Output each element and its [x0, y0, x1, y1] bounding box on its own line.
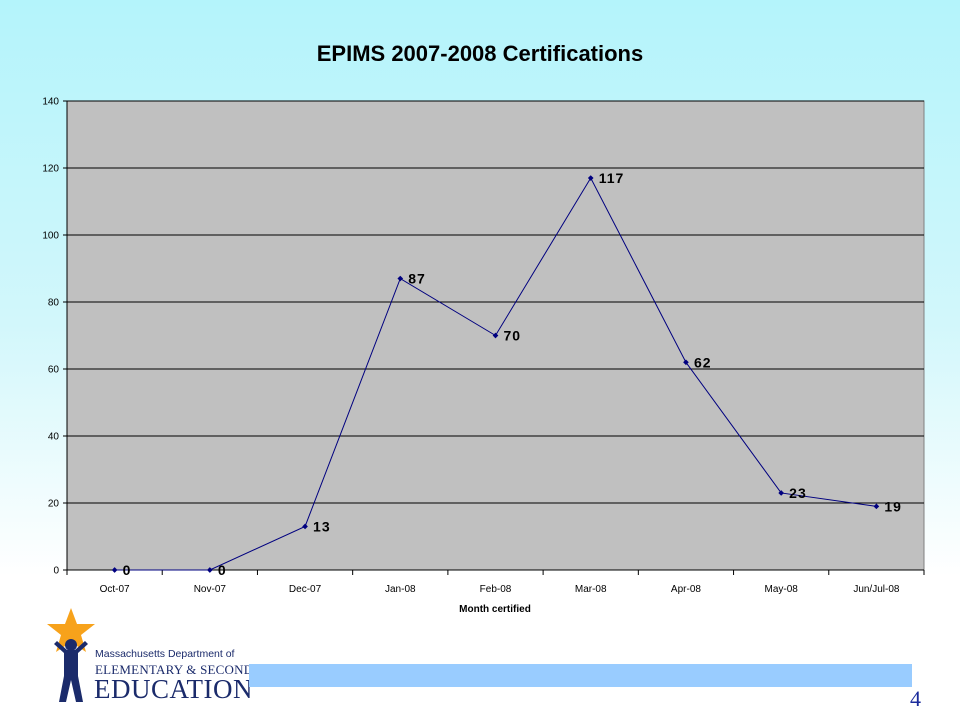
x-tick-label: Jan-08	[385, 584, 416, 595]
y-tick-label: 140	[42, 97, 59, 108]
logo-text-line2: ELEMENTARY & SECONDARY	[95, 662, 281, 677]
data-label: 70	[504, 328, 522, 344]
y-tick-label: 100	[42, 231, 59, 242]
grid-lines	[67, 100, 924, 504]
data-point	[207, 567, 213, 573]
data-point	[111, 567, 118, 573]
data-labels: 0 0 13 87 70 117 62 23 19	[123, 170, 902, 578]
y-tick-label: 40	[48, 432, 60, 443]
x-tick-label: Oct-07	[100, 584, 130, 595]
x-tick-label: Dec-07	[289, 584, 322, 595]
data-point	[873, 503, 880, 510]
data-point	[492, 332, 499, 339]
y-tick-label: 0	[53, 566, 59, 577]
data-point	[397, 275, 404, 282]
data-point	[778, 490, 784, 496]
star-figure-icon	[47, 608, 95, 702]
x-tick-label: Mar-08	[575, 584, 607, 595]
footer-bar	[249, 664, 912, 687]
data-label: 0	[218, 562, 227, 578]
x-axis-title: Month certified	[459, 604, 531, 615]
data-point	[302, 523, 308, 530]
data-point	[683, 359, 689, 366]
y-tick-label: 20	[48, 499, 60, 510]
x-tick-label: May-08	[764, 584, 798, 595]
chart-title: EPIMS 2007-2008 Certifications	[317, 41, 643, 66]
x-tick-label: Nov-07	[194, 584, 227, 595]
x-tick-label: Jun/Jul-08	[853, 584, 900, 595]
data-label: 62	[694, 354, 712, 370]
data-point	[587, 175, 594, 181]
data-points	[111, 175, 880, 573]
y-axis: 0 20 40 60 80 100 120 140	[42, 97, 68, 577]
data-label: 87	[408, 271, 426, 287]
page-number: 4	[910, 686, 921, 711]
y-tick-label: 80	[48, 298, 60, 309]
y-tick-label: 120	[42, 164, 59, 175]
data-label: 13	[313, 518, 331, 534]
data-label: 0	[123, 562, 132, 578]
x-tick-label: Feb-08	[480, 584, 512, 595]
data-label: 23	[789, 485, 807, 501]
data-label: 117	[599, 170, 625, 186]
logo-text-line1: Massachusetts Department of	[95, 648, 235, 660]
x-tick-label: Apr-08	[671, 584, 701, 595]
y-tick-label: 60	[48, 365, 60, 376]
data-label: 19	[884, 498, 902, 514]
x-axis: Oct-07 Nov-07 Dec-07 Jan-08 Feb-08 Mar-08 Apr-…	[66, 569, 925, 595]
logo-text-line3: EDUCATION	[94, 674, 253, 704]
